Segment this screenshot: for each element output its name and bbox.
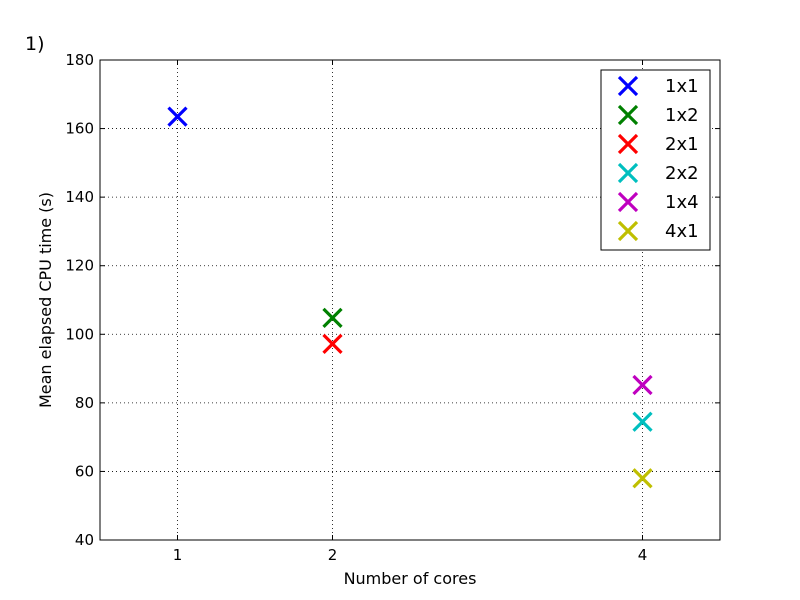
y-tick-label: 180 bbox=[65, 51, 94, 69]
legend-entry-4x1: 4x1 bbox=[665, 221, 699, 242]
y-tick-label: 140 bbox=[65, 188, 94, 206]
y-tick-label: 40 bbox=[75, 531, 94, 549]
legend-marker-2x1 bbox=[617, 133, 639, 155]
data-point-1x4 bbox=[632, 374, 653, 396]
x-tick-label: 4 bbox=[638, 546, 648, 564]
legend-marker-4x1 bbox=[617, 220, 639, 242]
y-tick-label: 120 bbox=[65, 257, 94, 275]
axis-ticks: 1 2 4 40 60 80 100 120 140 160 180 bbox=[65, 51, 720, 564]
legend-entry-2x2: 2x2 bbox=[665, 163, 699, 184]
legend-entry-1x1: 1x1 bbox=[665, 76, 699, 97]
legend: 1x1 1x2 2x1 2x2 1x4 4x1 bbox=[600, 69, 711, 251]
panel-label: 1) bbox=[25, 33, 45, 55]
y-tick-label: 60 bbox=[75, 462, 94, 480]
legend-entry-1x4: 1x4 bbox=[665, 192, 699, 213]
legend-entry-2x1: 2x1 bbox=[665, 134, 699, 155]
plot-area-frame bbox=[99, 59, 721, 541]
x-tick-label: 2 bbox=[328, 546, 338, 564]
x-tick-label: 1 bbox=[173, 546, 183, 564]
y-axis-label: Mean elapsed CPU time (s) bbox=[36, 192, 55, 408]
legend-marker-2x2 bbox=[617, 162, 639, 184]
x-axis-label: Number of cores bbox=[344, 569, 477, 588]
legend-marker-1x1 bbox=[617, 75, 639, 97]
data-point-1x1 bbox=[167, 106, 188, 127]
y-tick-label: 160 bbox=[65, 120, 94, 138]
data-point-1x2 bbox=[322, 307, 343, 328]
legend-marker-1x4 bbox=[617, 191, 639, 213]
data-points bbox=[167, 106, 653, 489]
legend-box bbox=[600, 69, 711, 251]
data-point-2x1 bbox=[322, 333, 343, 355]
data-point-2x2 bbox=[632, 411, 653, 432]
data-point-4x1 bbox=[632, 468, 653, 489]
legend-entry-1x2: 1x2 bbox=[665, 105, 699, 126]
y-tick-label: 80 bbox=[75, 394, 94, 412]
legend-marker-1x2 bbox=[617, 104, 639, 126]
y-tick-label: 100 bbox=[65, 325, 94, 343]
